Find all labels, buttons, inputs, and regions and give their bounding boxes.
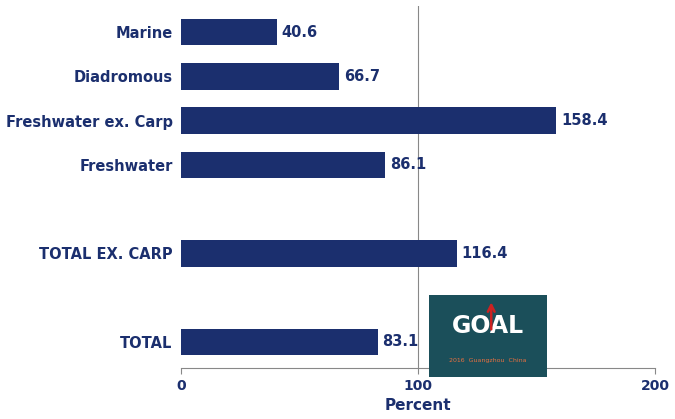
Text: 40.6: 40.6 [282,25,318,40]
Text: GOAL: GOAL [452,314,524,339]
Text: 158.4: 158.4 [561,113,608,128]
Bar [181,152,385,178]
Bar [181,328,378,355]
X-axis label: Percent: Percent [385,398,451,414]
Bar [181,107,556,134]
Text: 86.1: 86.1 [389,158,426,172]
FancyBboxPatch shape [425,293,550,380]
Bar [181,63,339,90]
Bar [181,19,277,45]
Text: 66.7: 66.7 [344,69,380,84]
Bar [181,240,457,266]
Text: 116.4: 116.4 [462,246,508,261]
Text: 2016  Guangzhou  China: 2016 Guangzhou China [449,358,526,363]
Text: 83.1: 83.1 [383,334,419,349]
